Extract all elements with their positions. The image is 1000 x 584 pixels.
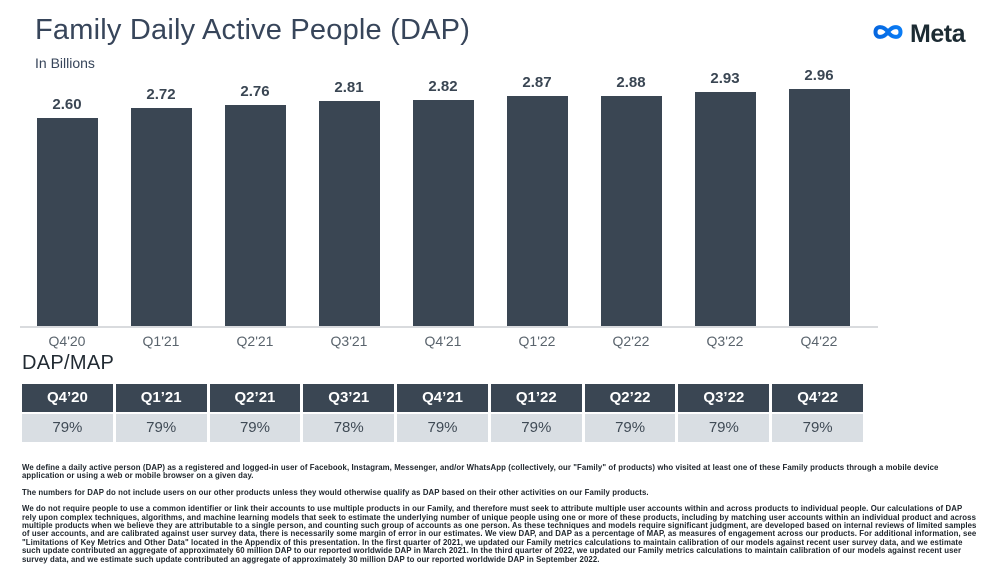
x-axis-label: Q3'21: [330, 333, 368, 349]
table-value-cell: 79%: [22, 414, 113, 442]
x-axis-label: Q4'22: [800, 333, 838, 349]
header: Family Daily Active People (DAP) In Bill…: [35, 14, 965, 71]
table-header-cell: Q1’21: [115, 384, 207, 412]
footnotes: We define a daily active person (DAP) as…: [22, 463, 978, 572]
x-axis-label: Q2'22: [612, 333, 650, 349]
bar-group: 2.76: [208, 83, 302, 326]
table-header-cell: Q2’21: [209, 384, 301, 412]
bar: [36, 118, 98, 326]
chart-unit-label: In Billions: [35, 55, 95, 71]
table-header-cell: Q4’22: [772, 384, 864, 412]
bar-group: 2.60: [20, 96, 114, 326]
meta-infinity-icon: [871, 20, 905, 49]
table-header-cell: Q3’22: [678, 384, 770, 412]
footnote-paragraph: We define a daily active person (DAP) as…: [22, 463, 939, 481]
table-header-row: Q4’20 Q1’21 Q2’21 Q3’21 Q4’21 Q1’22 Q2’22 Q3’22…: [22, 384, 864, 412]
x-axis-label: Q4'21: [424, 333, 462, 349]
bar: [412, 100, 474, 326]
bar-group: 2.96: [772, 67, 866, 326]
footnote-paragraph: The numbers for DAP do not include users…: [22, 487, 649, 497]
bar: [694, 92, 756, 326]
meta-logo: Meta: [871, 20, 965, 49]
bar-value-label: 2.81: [334, 79, 364, 96]
dap-map-table: Q4’20 Q1’21 Q2’21 Q3’21 Q4’21 Q1’22 Q2’22 Q3’22…: [22, 384, 864, 442]
x-axis-label: Q1'21: [142, 333, 180, 349]
table-value-cell: 79%: [772, 414, 864, 442]
table-header-cell: Q3’21: [303, 384, 395, 412]
bar: [600, 96, 662, 326]
table-header-cell: Q1’22: [490, 384, 582, 412]
table-title: DAP/MAP: [22, 352, 115, 374]
bar-group: 2.82: [396, 78, 490, 326]
bar-value-label: 2.88: [616, 74, 646, 91]
bar-group: 2.87: [490, 74, 584, 326]
table-value-row: 79% 79% 79% 78% 79% 79% 79% 79% 79%: [22, 414, 864, 442]
table-value-cell: 79%: [397, 414, 488, 442]
axis-labels-row: Q4'20 Q1'21 Q2'21 Q3'21 Q4'21 Q1'22 Q2'22 Q3'22…: [20, 333, 878, 349]
bar: [130, 108, 192, 326]
bar-value-label: 2.93: [710, 70, 740, 87]
table-value-cell: 79%: [678, 414, 770, 442]
x-axis-label: Q2'21: [236, 333, 274, 349]
bar-value-label: 2.72: [146, 86, 176, 103]
table-value-cell: 79%: [115, 414, 207, 442]
bar-value-label: 2.76: [240, 83, 270, 100]
x-axis-label: Q3'22: [706, 333, 744, 349]
bar-value-label: 2.60: [52, 96, 82, 113]
bar: [506, 96, 568, 326]
table-value-cell: 79%: [209, 414, 301, 442]
bar-value-label: 2.87: [522, 74, 552, 91]
table-header-cell: Q4’20: [22, 384, 113, 412]
bar-group: 2.88: [584, 74, 678, 326]
meta-wordmark: Meta: [910, 20, 965, 48]
bar-group: 2.81: [302, 79, 396, 326]
bar-group: 2.72: [114, 86, 208, 326]
bar: [224, 105, 286, 326]
bar-chart: 2.60 2.72 2.76 2.81 2.82 2.87 2.88 2.93 2.96 Q4'…: [20, 67, 878, 349]
bar-group: 2.93: [678, 70, 772, 326]
table-header-cell: Q2’22: [584, 384, 676, 412]
bar: [788, 89, 850, 326]
table-header-cell: Q4’21: [397, 384, 488, 412]
bar-value-label: 2.82: [428, 78, 458, 95]
x-axis-label: Q4'20: [48, 333, 86, 349]
bar-value-label: 2.96: [804, 67, 834, 84]
page-title: Family Daily Active People (DAP): [35, 14, 471, 46]
table-value-cell: 79%: [490, 414, 582, 442]
footnote-paragraph: We do not require people to use a common…: [22, 504, 977, 564]
table-value-cell: 79%: [584, 414, 676, 442]
dap-map-section: DAP/MAP Q4’20 Q1’21 Q2’21 Q3’21 Q4’21 Q1’22 Q2…: [22, 352, 864, 442]
x-axis-label: Q1'22: [518, 333, 556, 349]
table-value-cell: 78%: [303, 414, 395, 442]
bars-row: 2.60 2.72 2.76 2.81 2.82 2.87 2.88 2.93 2.96: [20, 67, 878, 328]
bar: [318, 101, 380, 326]
